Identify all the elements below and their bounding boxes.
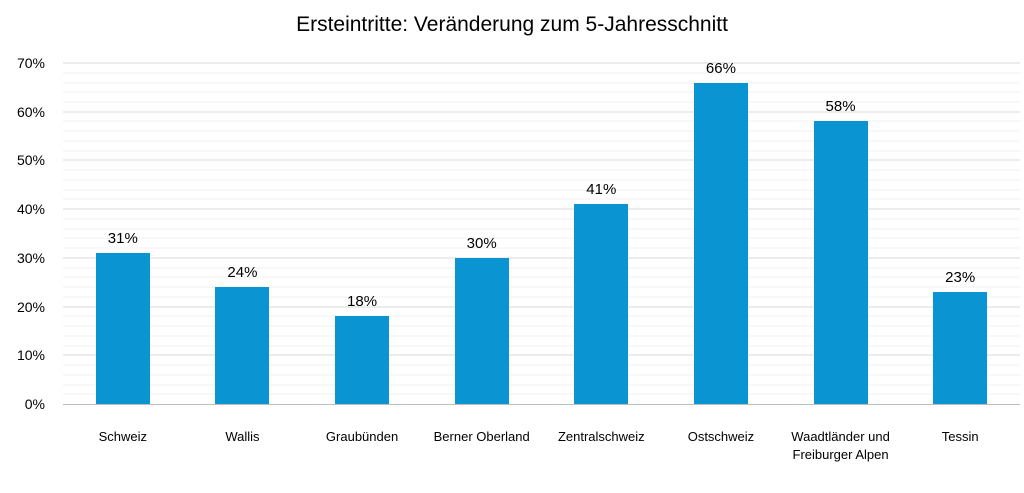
x-axis-label: Wallis [225,429,260,444]
y-axis: 0% 10% 20% 30% 40% 50% 60% 70% [0,56,55,411]
bar-value-label: 66% [705,59,736,77]
x-axis-label: Graubünden [325,429,399,444]
bar-value-label: 23% [945,268,976,286]
chart-title: Ersteintritte: Veränderung zum 5-Jahress… [296,13,728,36]
plot-area: 31% 24% 18% 30% 41% 66% 58% 23% [63,61,1020,405]
bar-value-label: 30% [466,234,497,252]
x-axis-label: Tessin [941,429,979,444]
bar-slot: 30% [422,63,542,404]
y-axis-label: 20% [16,298,45,315]
bar [574,204,629,404]
y-axis-label: 40% [16,201,45,218]
bar-slot: 66% [661,61,781,404]
y-axis-label: 60% [16,103,45,120]
bar-slot: 58% [781,63,901,404]
y-axis-label: 50% [16,152,45,169]
x-axis-label: Berner Oberland [433,429,530,444]
bar-slot: 31% [63,63,183,404]
bar-value-label: 24% [227,264,258,282]
bar-slot: 18% [302,63,422,404]
bar-value-label: 41% [586,181,617,199]
bar [335,316,390,404]
bar-slot: 23% [900,63,1020,404]
x-axis-label: Schweiz [98,429,148,444]
x-axis-label: Waadtländer und Freiburger Alpen [791,429,890,462]
bar [215,287,270,404]
bar-value-label: 18% [347,293,378,311]
bar [813,121,868,404]
bar-value-label: 31% [107,230,138,247]
bar [693,82,748,404]
bar-slot: 41% [542,63,662,404]
y-axis-label: 30% [16,249,45,266]
bar [454,257,509,404]
x-axis: Schweiz Wallis Graubünden Berner Oberland Ze… [63,428,1020,463]
x-axis-label: Zentralschweiz [557,429,645,444]
x-axis-label: Ostschweiz [687,429,755,444]
y-axis-label: 70% [16,55,45,71]
bar-slot: 24% [183,63,303,404]
y-axis-label: 0% [24,396,45,412]
y-axis-label: 10% [16,347,45,364]
bar-value-label: 58% [825,98,856,116]
bar [95,253,150,404]
bar [933,291,988,404]
